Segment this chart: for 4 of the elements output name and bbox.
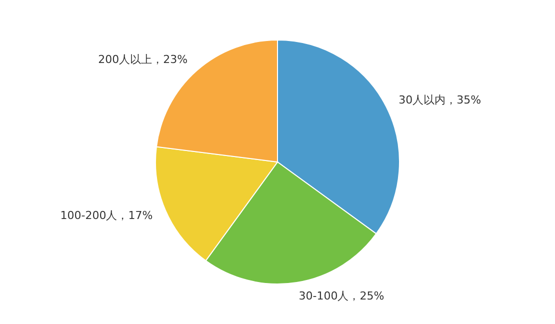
slice-label: 100-200人，17% <box>60 209 153 222</box>
slice-label: 30-100人，25% <box>298 289 384 302</box>
slice-label: 30人以内，35% <box>398 93 482 106</box>
slice-label: 200人以上，23% <box>98 52 188 66</box>
